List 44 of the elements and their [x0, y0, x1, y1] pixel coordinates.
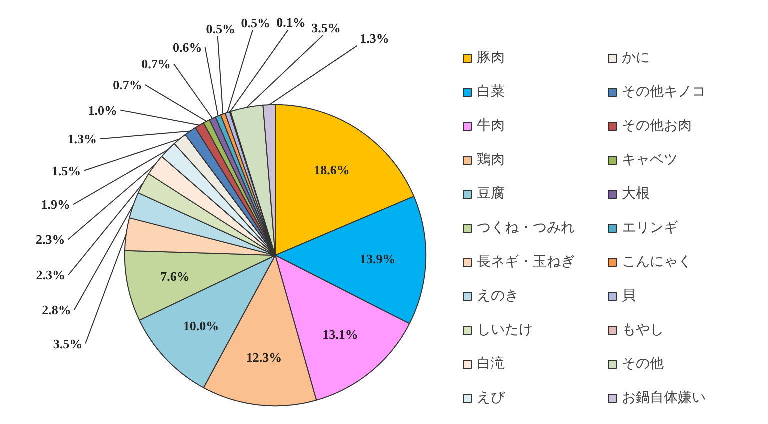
data-label: 0.1%	[276, 15, 306, 30]
data-label: 1.3%	[360, 31, 390, 46]
data-label: 12.3%	[246, 350, 282, 365]
data-label: 13.1%	[322, 327, 358, 342]
data-label: 0.7%	[113, 78, 142, 93]
legend-label: 鶏肉	[477, 151, 506, 170]
legend-label: かに	[622, 49, 651, 68]
legend-label: つくね・つみれ	[477, 219, 576, 238]
data-label: 13.9%	[360, 252, 396, 267]
legend-label: 長ネギ・玉ねぎ	[477, 253, 576, 272]
data-label: 3.5%	[312, 20, 341, 36]
legend-label: えのき	[477, 287, 520, 306]
data-label: 18.6%	[314, 162, 350, 178]
legend-label: 白滝	[477, 355, 506, 374]
legend-label: その他キノコ	[622, 83, 707, 102]
data-label: 0.7%	[142, 56, 171, 72]
data-label: 3.5%	[53, 336, 83, 352]
data-label: 2.8%	[42, 302, 72, 318]
data-label: 7.6%	[160, 269, 190, 284]
data-label: 1.0%	[88, 102, 118, 118]
data-label: 1.9%	[41, 197, 70, 212]
legend-label: 白菜	[477, 83, 506, 102]
legend-label: エリンギ	[622, 219, 679, 238]
data-label: 2.3%	[36, 268, 66, 283]
legend-label: 豚肉	[477, 49, 506, 68]
data-label: 10.0%	[183, 318, 220, 334]
legend-label: キャベツ	[622, 151, 679, 170]
data-label: 0.5%	[241, 15, 270, 30]
data-label: 1.3%	[68, 132, 97, 147]
data-label: 0.5%	[206, 21, 236, 36]
data-label: 2.3%	[36, 232, 66, 248]
legend-label: その他お肉	[622, 117, 693, 136]
data-label: 0.6%	[173, 40, 202, 56]
legend-label: もやし	[622, 321, 665, 340]
legend-label: こんにゃく	[622, 253, 693, 272]
legend-label: しいたけ	[477, 321, 534, 340]
legend-label: お鍋自体嫌い	[622, 389, 707, 408]
legend-label: 大根	[622, 185, 651, 204]
legend-label: 貝	[622, 287, 637, 306]
legend-label: 牛肉	[477, 117, 506, 136]
legend-label: 豆腐	[477, 185, 506, 204]
data-label: 1.5%	[52, 163, 82, 178]
legend-label: その他	[622, 355, 665, 374]
legend-label: えび	[477, 389, 506, 408]
